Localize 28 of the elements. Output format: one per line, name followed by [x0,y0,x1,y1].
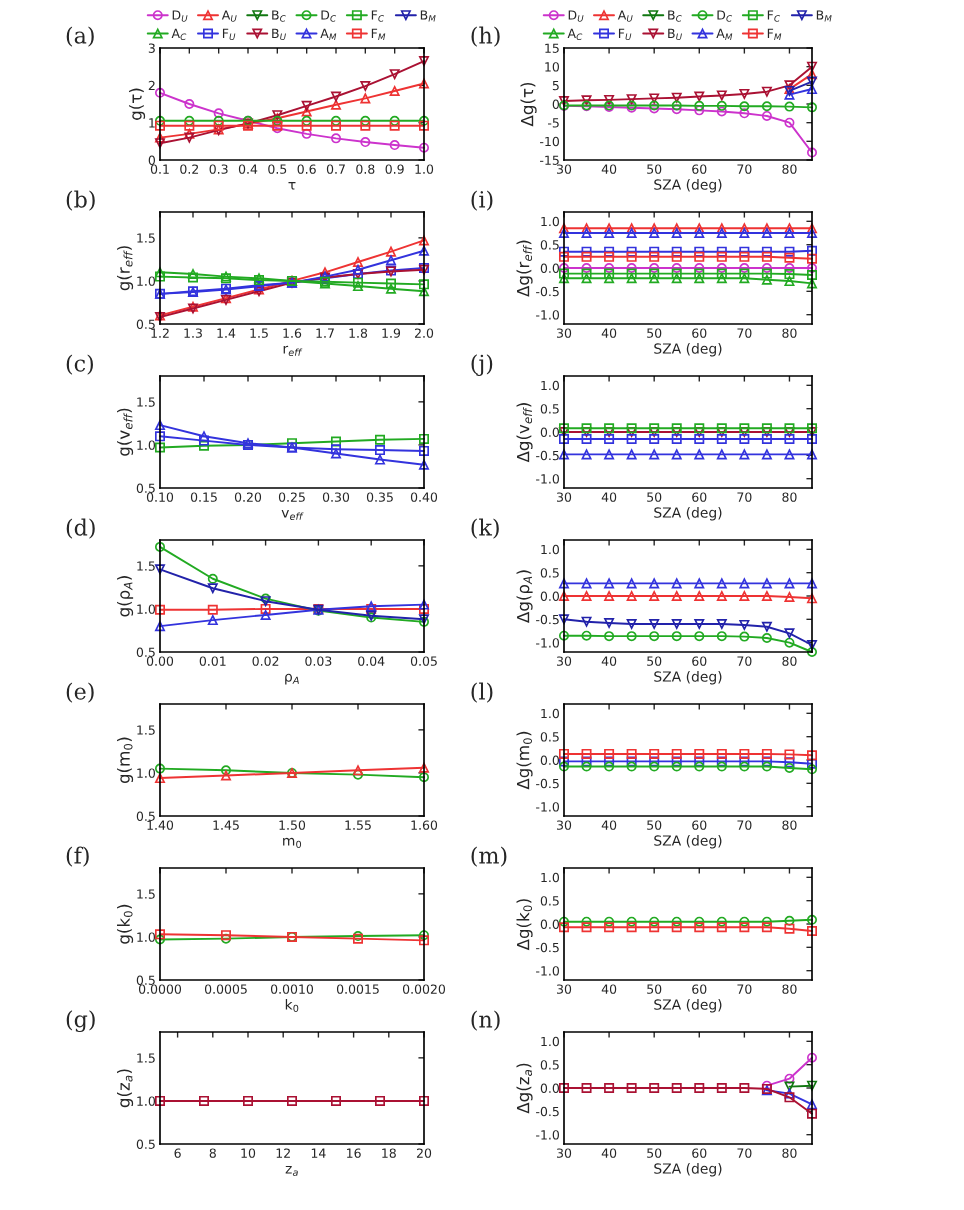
y-axis-title: Δg(z$_{a}$) [516,1063,533,1114]
y-axis-title: Δg(τ) [520,82,537,127]
y-axis-title: g(m$_{0}$) [117,737,134,784]
chart-title: (b) [66,190,95,211]
chart-title: (g) [66,1010,95,1032]
chart-title: (e) [66,682,94,703]
chart-title: (a) [66,26,94,47]
chart-title: (m) [471,846,507,867]
chart-title: (d) [66,518,95,539]
y-axis-title: g(r$_{eff}$) [117,246,134,291]
chart-title: (h) [471,26,500,47]
y-axis-title: g(τ) [128,88,146,120]
chart-title: (j) [471,354,493,376]
chart-title: (n) [471,1010,500,1031]
y-axis-title: Δg(m$_{0}$) [516,731,533,790]
y-axis-title: g(v$_{eff}$) [117,408,134,456]
chart-title: (c) [66,354,93,375]
y-axis-title: g(k$_{0}$) [117,904,134,944]
chart-title: (k) [471,518,499,539]
chart-title: (f) [66,846,89,867]
y-axis-title: g(ρ$_{A}$) [117,576,134,617]
y-axis-title: Δg(v$_{eff}$) [516,403,533,463]
chart-title: (l) [471,682,493,703]
y-axis-title: g(z$_{a}$) [117,1069,134,1108]
y-axis-title: Δg(k$_{0}$) [516,899,533,951]
y-axis-title: Δg(r$_{eff}$) [516,240,533,297]
y-axis-title: Δg(ρ$_{A}$) [516,570,533,623]
chart-title: (i) [471,190,493,211]
